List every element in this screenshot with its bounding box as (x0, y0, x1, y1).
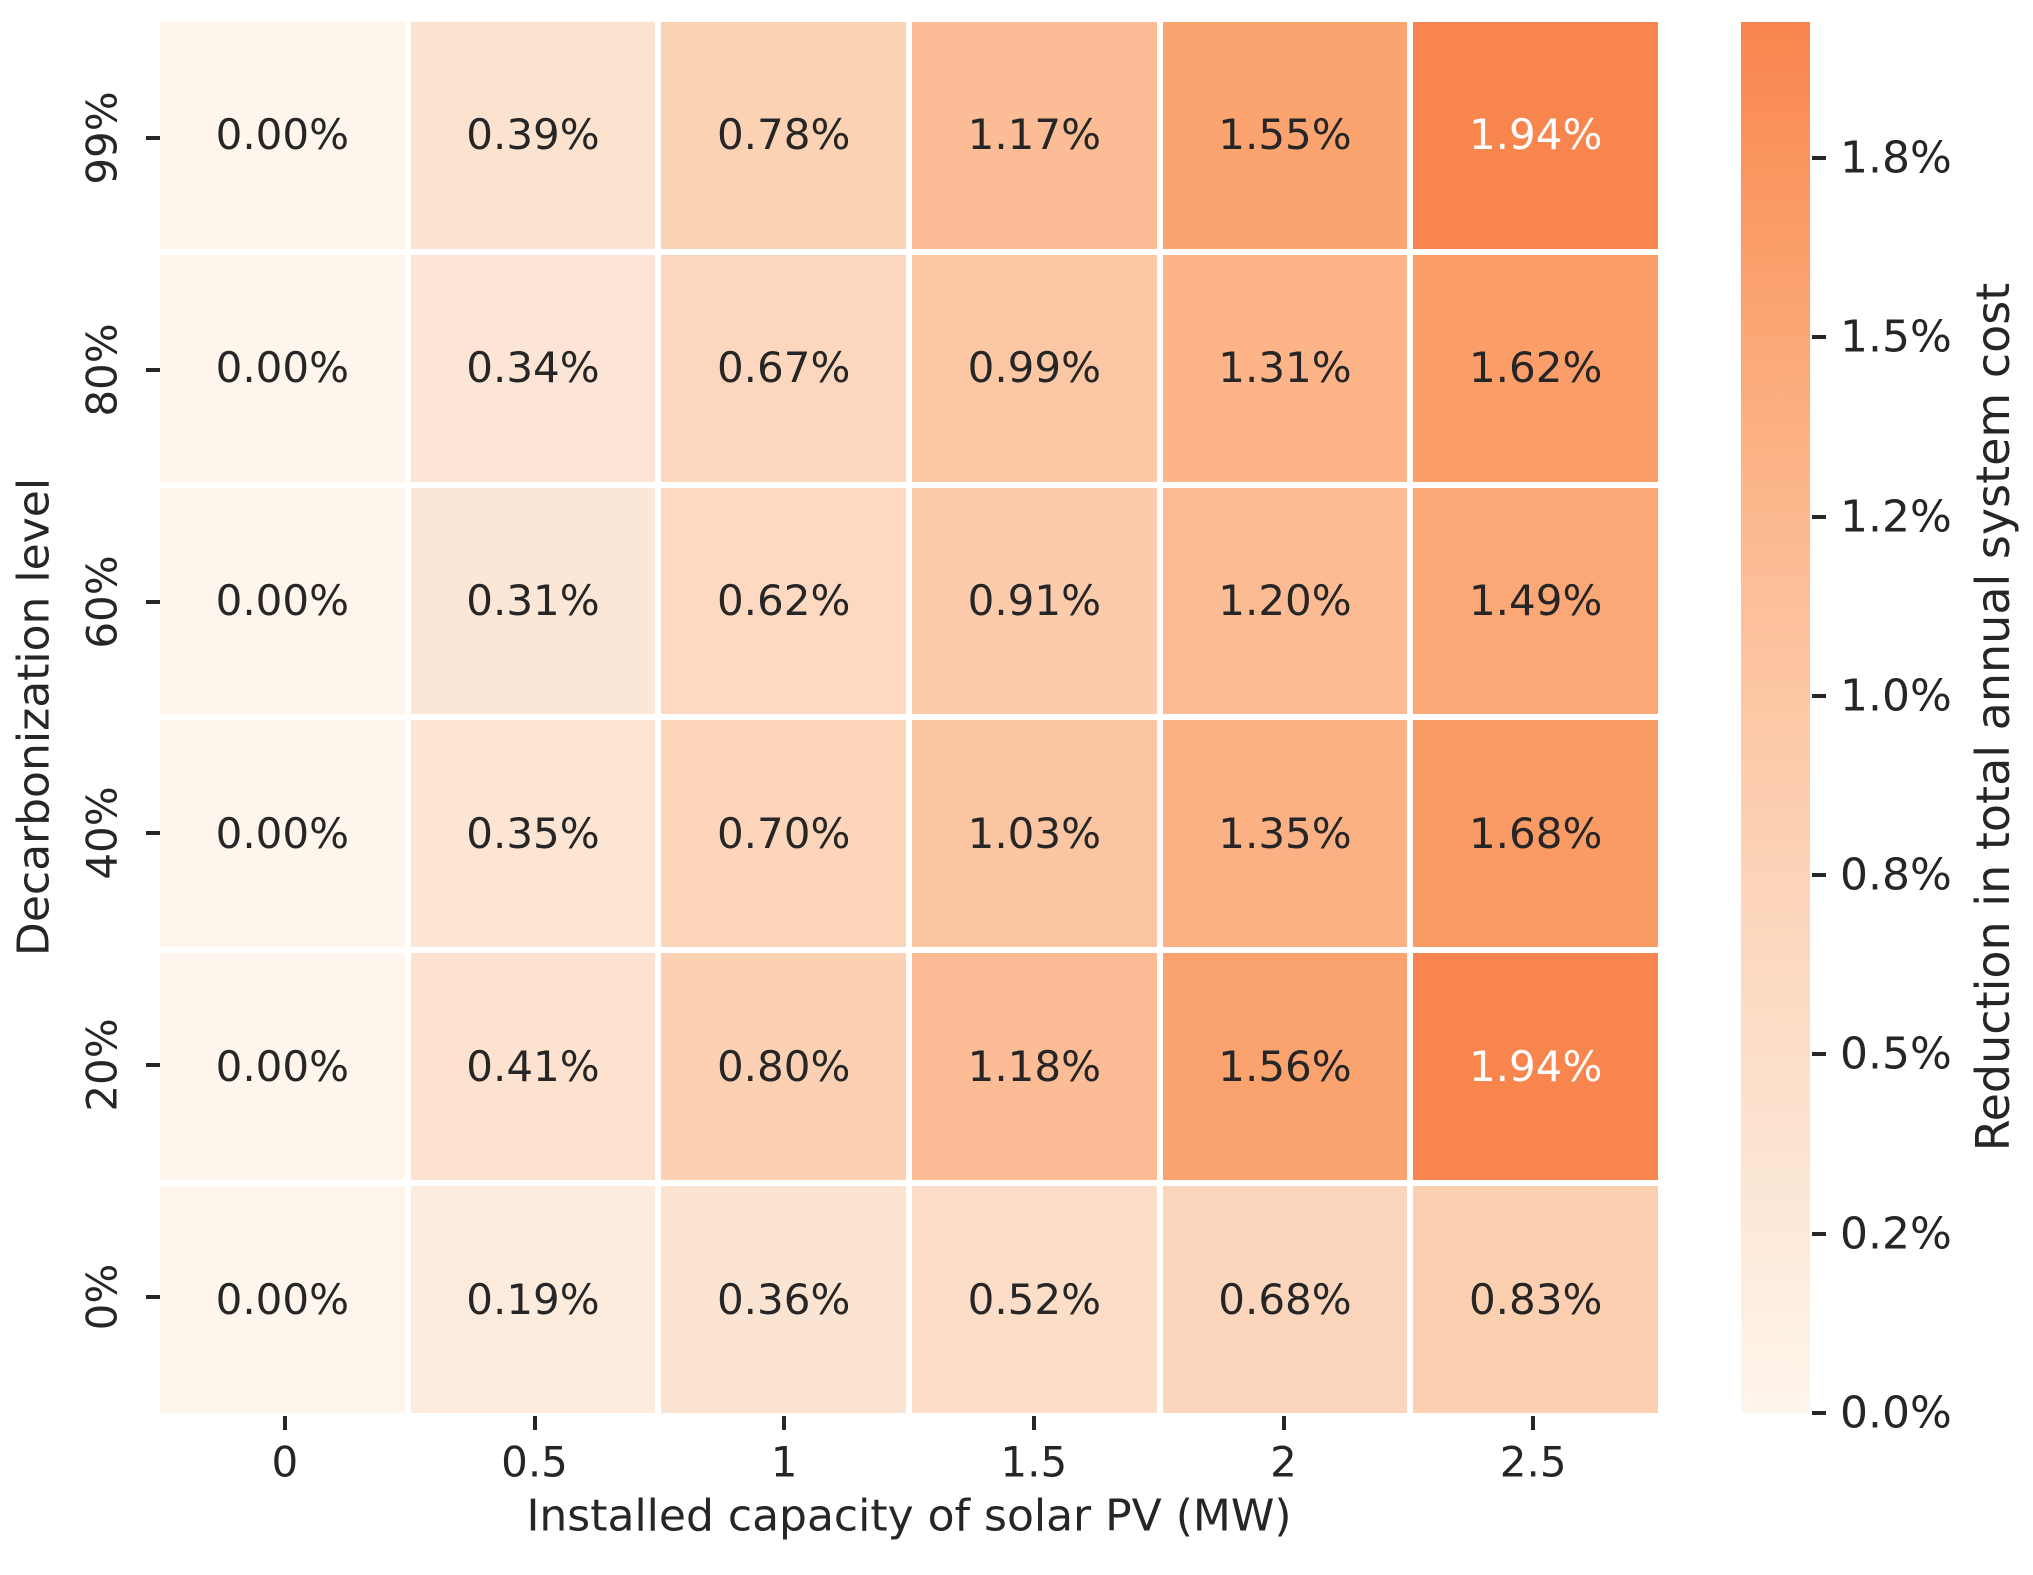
heatmap-cell: 0.70% (661, 720, 906, 948)
heatmap-cell: 0.00% (160, 1186, 405, 1413)
x-tick-mark (1281, 1416, 1286, 1430)
x-tick-mark (1031, 1416, 1036, 1430)
y-tick-mark (146, 135, 160, 140)
x-tick-mark (782, 1416, 787, 1430)
heatmap-cell: 0.35% (410, 720, 656, 948)
x-tick-mark (1531, 1416, 1536, 1430)
heatmap-cell: 0.39% (410, 22, 656, 249)
x-tick-label: 0 (271, 1437, 299, 1487)
x-axis-label: Installed capacity of solar PV (MW) (526, 1490, 1292, 1542)
colorbar-tick-label: 0.8% (1840, 849, 1952, 901)
y-tick-mark (146, 1295, 160, 1300)
heatmap-cell: 0.52% (912, 1186, 1157, 1413)
colorbar-tick-label: 0.5% (1840, 1028, 1952, 1080)
x-tick-label: 2 (1270, 1437, 1297, 1487)
y-tick-mark (146, 831, 160, 836)
y-tick-label: 20% (77, 1018, 127, 1112)
heatmap-cell: 0.00% (160, 487, 405, 715)
colorbar-tick-label: 1.2% (1840, 491, 1952, 543)
x-tick-mark (532, 1416, 537, 1430)
y-tick-mark (146, 1063, 160, 1068)
x-tick-label: 1 (770, 1437, 798, 1487)
heatmap-cell: 0.68% (1162, 1186, 1408, 1413)
heatmap-cell: 1.62% (1413, 254, 1658, 482)
heatmap-cell: 1.94% (1413, 953, 1658, 1181)
heatmap-cell: 0.34% (410, 254, 656, 482)
heatmap-cell: 1.56% (1162, 953, 1408, 1181)
heatmap-cell: 0.62% (661, 487, 906, 715)
colorbar-tick-mark (1812, 1411, 1826, 1415)
heatmap-cell: 0.91% (912, 487, 1157, 715)
colorbar-tick-label: 0.2% (1840, 1208, 1952, 1260)
heatmap-cell: 1.94% (1413, 22, 1658, 249)
heatmap-cell: 0.99% (912, 254, 1157, 482)
heatmap-cell: 0.36% (661, 1186, 906, 1413)
heatmap-cell: 0.80% (661, 953, 906, 1181)
heatmap-cell: 0.67% (661, 254, 906, 482)
heatmap-cell: 1.18% (912, 953, 1157, 1181)
y-tick-mark (146, 599, 160, 604)
heatmap-cell: 0.31% (410, 487, 656, 715)
colorbar-tick-mark (1812, 335, 1826, 340)
colorbar-tick-label: 1.8% (1840, 132, 1952, 184)
heatmap-cell: 0.41% (410, 953, 656, 1181)
y-tick-label: 99% (77, 91, 127, 185)
colorbar-tick-mark (1812, 514, 1826, 519)
x-tick-label: 0.5 (501, 1437, 568, 1487)
heatmap-cell: 0.00% (160, 22, 405, 249)
colorbar-label: Reduction in total annual system cost (1966, 282, 2020, 1152)
heatmap-cell: 0.00% (160, 254, 405, 482)
colorbar-tick-mark (1812, 156, 1826, 161)
y-tick-mark (146, 367, 160, 372)
colorbar-tick-mark (1812, 693, 1826, 698)
heatmap-plot-area: 0.00% 0.39% 0.78% 1.17% 1.55% 1.94% 0.00% 0.34%… (160, 22, 1658, 1413)
heatmap-cell: 1.55% (1162, 22, 1408, 249)
colorbar-tick-mark (1812, 1052, 1826, 1057)
x-tick-mark (282, 1416, 287, 1430)
y-tick-label: 80% (77, 323, 127, 417)
colorbar (1741, 22, 1810, 1413)
colorbar-tick-label: 0.0% (1840, 1387, 1952, 1439)
heatmap-cell: 0.78% (661, 22, 906, 249)
heatmap-cell: 0.00% (160, 720, 405, 948)
y-tick-label: 40% (77, 786, 127, 881)
heatmap-cell: 1.20% (1162, 487, 1408, 715)
heatmap-cell: 1.35% (1162, 720, 1408, 948)
colorbar-tick-mark (1812, 873, 1826, 878)
y-tick-label: 0% (77, 1263, 127, 1331)
x-tick-label: 2.5 (1499, 1437, 1567, 1487)
y-tick-label: 60% (77, 554, 127, 649)
colorbar-tick-label: 1.0% (1840, 670, 1952, 722)
heatmap-cell: 0.19% (410, 1186, 656, 1413)
x-tick-label: 1.5 (1000, 1437, 1068, 1487)
heatmap-cell: 0.00% (160, 953, 405, 1181)
heatmap-cell: 1.03% (912, 720, 1157, 948)
heatmap-cell: 0.83% (1413, 1186, 1658, 1413)
heatmap-cell: 1.49% (1413, 487, 1658, 715)
colorbar-tick-label: 1.5% (1840, 311, 1952, 363)
heatmap-cell: 1.68% (1413, 720, 1658, 948)
colorbar-tick-mark (1812, 1231, 1826, 1236)
heatmap-cell: 1.17% (912, 22, 1157, 249)
y-axis-label: Decarbonization level (8, 477, 60, 957)
heatmap-cell: 1.31% (1162, 254, 1408, 482)
